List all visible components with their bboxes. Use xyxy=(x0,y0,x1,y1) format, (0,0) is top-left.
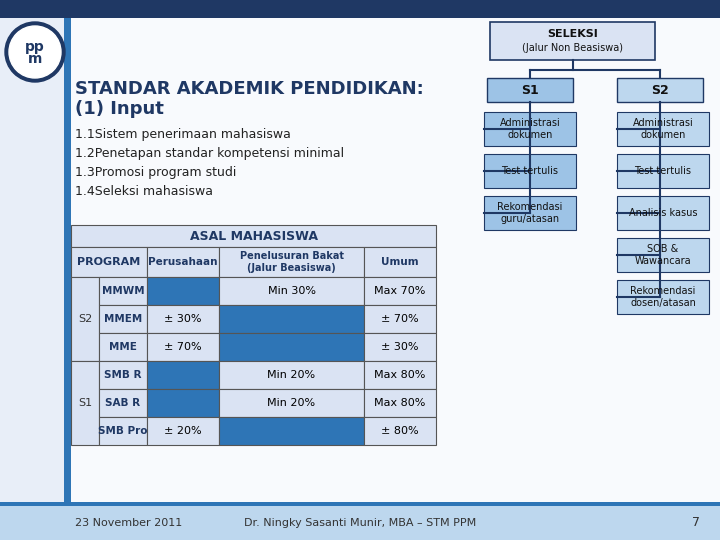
Bar xyxy=(484,154,576,188)
Text: Administrasi
dokumen: Administrasi dokumen xyxy=(500,118,560,140)
Circle shape xyxy=(9,26,61,78)
Text: MMWM: MMWM xyxy=(102,286,144,296)
Bar xyxy=(364,247,436,277)
Text: ± 30%: ± 30% xyxy=(164,314,202,324)
Text: SAB R: SAB R xyxy=(105,398,140,408)
Text: pp: pp xyxy=(25,40,45,54)
Bar xyxy=(99,389,147,417)
Text: Test tertulis: Test tertulis xyxy=(502,166,559,176)
Text: SOB &
Wawancara: SOB & Wawancara xyxy=(635,244,691,266)
Bar xyxy=(99,277,147,305)
Text: Max 70%: Max 70% xyxy=(374,286,426,296)
Bar xyxy=(147,333,219,361)
Text: ± 80%: ± 80% xyxy=(381,426,419,436)
Bar xyxy=(364,305,436,333)
Text: ASAL MAHASISWA: ASAL MAHASISWA xyxy=(189,230,318,242)
Bar xyxy=(71,277,99,361)
Text: (1) Input: (1) Input xyxy=(75,100,164,118)
Bar xyxy=(147,417,219,445)
Bar xyxy=(64,18,71,502)
Text: Rekomendasi
guru/atasan: Rekomendasi guru/atasan xyxy=(498,202,563,224)
Bar xyxy=(0,502,720,540)
Bar xyxy=(147,305,219,333)
Bar xyxy=(364,417,436,445)
Bar xyxy=(219,333,364,361)
Text: 1.1Sistem penerimaan mahasiswa: 1.1Sistem penerimaan mahasiswa xyxy=(75,128,291,141)
Text: (Jalur Non Beasiswa): (Jalur Non Beasiswa) xyxy=(522,43,623,53)
Bar xyxy=(617,280,709,314)
Bar xyxy=(364,277,436,305)
Bar xyxy=(0,18,70,502)
Bar xyxy=(99,333,147,361)
Text: Umum: Umum xyxy=(381,257,419,267)
Bar xyxy=(617,112,709,146)
Text: Max 80%: Max 80% xyxy=(374,398,426,408)
Bar xyxy=(147,277,219,305)
Text: ± 20%: ± 20% xyxy=(164,426,202,436)
Bar xyxy=(0,0,720,18)
Bar xyxy=(490,22,655,60)
Text: MMEM: MMEM xyxy=(104,314,142,324)
Text: Min 30%: Min 30% xyxy=(268,286,315,296)
Text: SELEKSI: SELEKSI xyxy=(547,29,598,39)
Text: SMB R: SMB R xyxy=(104,370,142,380)
Text: S2: S2 xyxy=(651,84,669,97)
Text: Min 20%: Min 20% xyxy=(267,398,315,408)
Text: m: m xyxy=(28,52,42,66)
Bar xyxy=(99,361,147,389)
Bar xyxy=(219,389,364,417)
Circle shape xyxy=(5,22,65,82)
Text: 1.3Promosi program studi: 1.3Promosi program studi xyxy=(75,166,236,179)
Bar xyxy=(617,196,709,230)
Bar xyxy=(219,277,364,305)
Text: Penelusuran Bakat
(Jalur Beasiswa): Penelusuran Bakat (Jalur Beasiswa) xyxy=(240,251,343,273)
Text: Dr. Ningky Sasanti Munir, MBA – STM PPM: Dr. Ningky Sasanti Munir, MBA – STM PPM xyxy=(244,518,476,528)
Text: Test tertulis: Test tertulis xyxy=(634,166,691,176)
Text: Analisis kasus: Analisis kasus xyxy=(629,208,697,218)
Bar xyxy=(617,238,709,272)
Text: 1.4Seleksi mahasiswa: 1.4Seleksi mahasiswa xyxy=(75,185,213,198)
Bar xyxy=(0,502,720,506)
Text: 7: 7 xyxy=(692,516,700,530)
Text: Administrasi
dokumen: Administrasi dokumen xyxy=(633,118,693,140)
Bar xyxy=(219,417,364,445)
Text: Min 20%: Min 20% xyxy=(267,370,315,380)
Bar xyxy=(364,389,436,417)
Bar xyxy=(71,361,99,445)
Bar xyxy=(147,389,219,417)
Text: Rekomendasi
dosen/atasan: Rekomendasi dosen/atasan xyxy=(630,286,696,308)
Text: Perusahaan: Perusahaan xyxy=(148,257,217,267)
Bar xyxy=(99,305,147,333)
Text: 1.2Penetapan standar kompetensi minimal: 1.2Penetapan standar kompetensi minimal xyxy=(75,147,344,160)
Text: ± 30%: ± 30% xyxy=(382,342,419,352)
Bar xyxy=(364,361,436,389)
Bar xyxy=(99,417,147,445)
Bar xyxy=(487,78,573,102)
Bar xyxy=(484,196,576,230)
Bar xyxy=(219,305,364,333)
Text: STANDAR AKADEMIK PENDIDIKAN:: STANDAR AKADEMIK PENDIDIKAN: xyxy=(75,80,424,98)
Bar xyxy=(617,154,709,188)
Text: 23 November 2011: 23 November 2011 xyxy=(75,518,182,528)
Text: S1: S1 xyxy=(521,84,539,97)
Text: ± 70%: ± 70% xyxy=(164,342,202,352)
Bar xyxy=(71,247,147,277)
Bar xyxy=(71,225,436,247)
Text: ± 70%: ± 70% xyxy=(381,314,419,324)
Text: S2: S2 xyxy=(78,314,92,324)
Bar xyxy=(219,247,364,277)
Text: SMB Pro: SMB Pro xyxy=(98,426,148,436)
Bar xyxy=(617,78,703,102)
Text: MME: MME xyxy=(109,342,137,352)
Bar xyxy=(484,112,576,146)
Bar xyxy=(71,18,720,502)
Text: PROGRAM: PROGRAM xyxy=(77,257,140,267)
Text: S1: S1 xyxy=(78,398,92,408)
Bar xyxy=(147,247,219,277)
Bar xyxy=(147,361,219,389)
Bar xyxy=(219,361,364,389)
Bar xyxy=(364,333,436,361)
Text: Max 80%: Max 80% xyxy=(374,370,426,380)
